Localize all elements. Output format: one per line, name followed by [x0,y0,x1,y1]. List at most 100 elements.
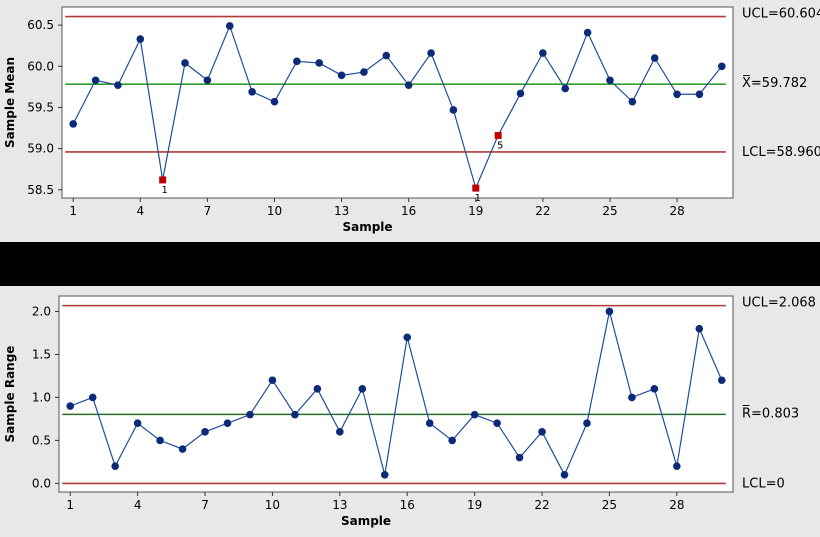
xbar-y-tick-label: 59.5 [27,100,54,114]
range-y-tick-label: 1.5 [32,347,51,361]
range-x-tick-label: 19 [467,498,482,512]
xbar-flag-label: 1 [475,193,481,204]
range-chart: 0.0 0.5 1.0 1.5 2.0 1 4 7 10 13 16 19 22 25 28 Sample Sa… [3,295,816,528]
range-data-point [223,419,232,428]
range-data-point [628,393,636,402]
range-data-point [605,307,614,316]
range-data-point [717,376,726,385]
range-data-point [313,385,322,393]
xbar-flagged-point [159,176,167,184]
range-x-tick-label: 22 [534,498,549,512]
range-x-tick-label: 1 [66,498,74,512]
xbar-flagged-point [472,184,480,192]
xbar-data-point [270,97,279,106]
range-x-tick-label: 10 [265,498,280,512]
xbar-flagged-point [494,131,502,139]
range-x-tick-label: 4 [134,498,142,512]
xbar-chart: 58.5 59.0 59.5 60.0 60.5 1 4 7 10 13 16 19 22 25 28 Sam… [3,6,820,234]
xbar-y-tick-label: 60.0 [27,59,54,73]
range-data-point [650,385,659,393]
panel-separator [0,242,820,286]
xbar-data-point [248,87,256,96]
xbar-data-point [225,22,234,30]
xbar-data-point [628,97,637,106]
xbar-x-tick-label: 7 [204,204,212,218]
range-x-tick-label: 25 [602,498,617,512]
range-data-point [493,419,501,428]
range-data-point [336,428,344,436]
xbar-data-point [516,89,525,98]
xbar-data-point [449,106,458,114]
xbar-flag-label: 1 [161,185,167,196]
range-data-point [246,410,254,419]
range-data-point [291,410,299,419]
range-x-tick-label: 13 [332,498,347,512]
xbar-data-point [91,76,100,85]
range-data-point [133,419,142,428]
xbar-data-point [673,90,681,99]
range-data-point [88,393,97,402]
xbar-y-axis-title: Sample Mean [3,57,17,148]
xbar-x-tick-label: 4 [136,204,144,218]
xbar-flag-label: 5 [497,140,503,151]
range-data-point [583,419,591,428]
xbar-y-tick-label: 59.0 [27,142,54,156]
range-x-tick-label: 7 [201,498,209,512]
xbar-data-point [404,81,413,90]
xbar-data-point [203,76,212,85]
xbar-data-point [695,90,704,99]
range-x-tick-label: 16 [400,498,415,512]
xbar-ucl-label: UCL=60.604 [742,7,820,22]
range-plot-area [58,295,734,493]
range-x-axis-title: Sample [341,514,391,528]
xbar-data-point [539,49,547,57]
xbar-plot-area [61,6,734,199]
xbar-data-point [181,59,189,67]
xbar-y-tick-label: 60.5 [27,18,54,32]
range-data-point [673,462,681,471]
xbar-data-point [718,62,726,71]
range-lcl-label: LCL=0 [742,476,785,491]
xbar-y-tick-label: 58.5 [27,183,54,197]
xbar-x-tick-label: 13 [334,204,349,218]
range-data-point [695,324,704,333]
range-data-point [201,428,209,436]
range-data-point [425,419,434,428]
xbar-series-line [72,24,723,190]
range-data-point [380,471,389,479]
xbar-data-point [293,57,301,66]
range-data-point [358,385,367,393]
range-y-tick-label: 0.5 [32,433,51,447]
xbar-x-tick-label: 28 [669,204,684,218]
xbar-data-point [360,68,368,76]
range-data-point [448,436,456,445]
xbar-data-point [114,81,122,90]
range-y-tick-label: 2.0 [32,304,51,318]
xbar-data-point [561,84,570,93]
xbar-x-tick-label: 1 [69,204,77,218]
range-center-label: R̅=0.803 [742,405,799,421]
xbar-lcl-label: LCL=58.960 [742,145,820,160]
xbar-x-tick-label: 22 [535,204,550,218]
xbar-x-tick-label: 16 [401,204,416,218]
range-ucl-label: UCL=2.068 [742,296,816,311]
range-data-point [156,436,164,445]
range-data-point [268,376,277,385]
xbar-data-point [315,59,324,67]
xbar-data-point [136,35,145,43]
xbar-center-label: X̅=59.782 [742,75,807,91]
range-x-tick-label: 28 [669,498,684,512]
xbar-x-axis-title: Sample [342,220,392,234]
xbar-data-point [382,51,391,60]
range-data-point [178,445,187,453]
range-y-axis-title: Sample Range [3,346,17,443]
range-series-line [70,311,723,477]
xbar-x-tick-label: 19 [468,204,483,218]
xbar-data-point [427,49,435,57]
xbar-data-point [606,76,614,85]
xbar-data-point [337,71,346,80]
xbar-data-point [650,54,659,62]
xbar-x-tick-label: 25 [602,204,617,218]
